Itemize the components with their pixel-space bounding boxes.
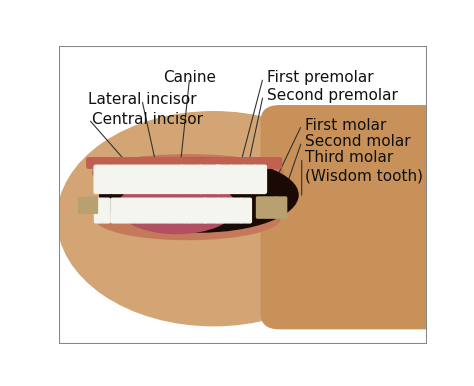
- FancyBboxPatch shape: [266, 197, 277, 218]
- Ellipse shape: [118, 180, 236, 234]
- FancyBboxPatch shape: [189, 198, 206, 223]
- Text: Lateral incisor: Lateral incisor: [88, 92, 196, 107]
- FancyBboxPatch shape: [173, 198, 190, 223]
- Ellipse shape: [57, 112, 370, 326]
- FancyBboxPatch shape: [254, 165, 266, 193]
- Text: Central incisor: Central incisor: [92, 112, 203, 127]
- Text: Second premolar: Second premolar: [267, 88, 398, 103]
- FancyBboxPatch shape: [87, 158, 282, 168]
- FancyBboxPatch shape: [79, 197, 84, 213]
- FancyBboxPatch shape: [218, 198, 231, 223]
- Text: First molar: First molar: [305, 118, 387, 132]
- FancyBboxPatch shape: [243, 165, 257, 193]
- FancyBboxPatch shape: [240, 198, 251, 223]
- FancyBboxPatch shape: [181, 165, 202, 193]
- FancyBboxPatch shape: [275, 197, 287, 218]
- FancyBboxPatch shape: [92, 197, 98, 213]
- FancyBboxPatch shape: [140, 198, 157, 223]
- FancyBboxPatch shape: [156, 198, 174, 223]
- FancyBboxPatch shape: [230, 165, 246, 193]
- Text: Canine: Canine: [163, 70, 216, 85]
- Text: Third molar: Third molar: [305, 150, 393, 165]
- Text: (Wisdom tooth): (Wisdom tooth): [305, 168, 423, 183]
- FancyBboxPatch shape: [110, 165, 129, 193]
- FancyBboxPatch shape: [94, 198, 110, 223]
- FancyBboxPatch shape: [162, 165, 183, 193]
- Text: Second molar: Second molar: [305, 134, 411, 149]
- FancyBboxPatch shape: [83, 197, 89, 213]
- FancyBboxPatch shape: [199, 165, 220, 193]
- FancyBboxPatch shape: [256, 197, 267, 218]
- FancyBboxPatch shape: [261, 106, 452, 329]
- FancyBboxPatch shape: [215, 165, 233, 193]
- FancyBboxPatch shape: [144, 165, 164, 193]
- FancyBboxPatch shape: [111, 198, 127, 223]
- Ellipse shape: [96, 198, 280, 239]
- Ellipse shape: [100, 158, 298, 232]
- FancyBboxPatch shape: [94, 165, 112, 193]
- Ellipse shape: [92, 155, 283, 190]
- FancyBboxPatch shape: [230, 198, 242, 223]
- FancyBboxPatch shape: [126, 198, 142, 223]
- FancyBboxPatch shape: [88, 197, 94, 213]
- FancyBboxPatch shape: [127, 165, 146, 193]
- FancyBboxPatch shape: [204, 198, 219, 223]
- Text: First premolar: First premolar: [267, 70, 374, 85]
